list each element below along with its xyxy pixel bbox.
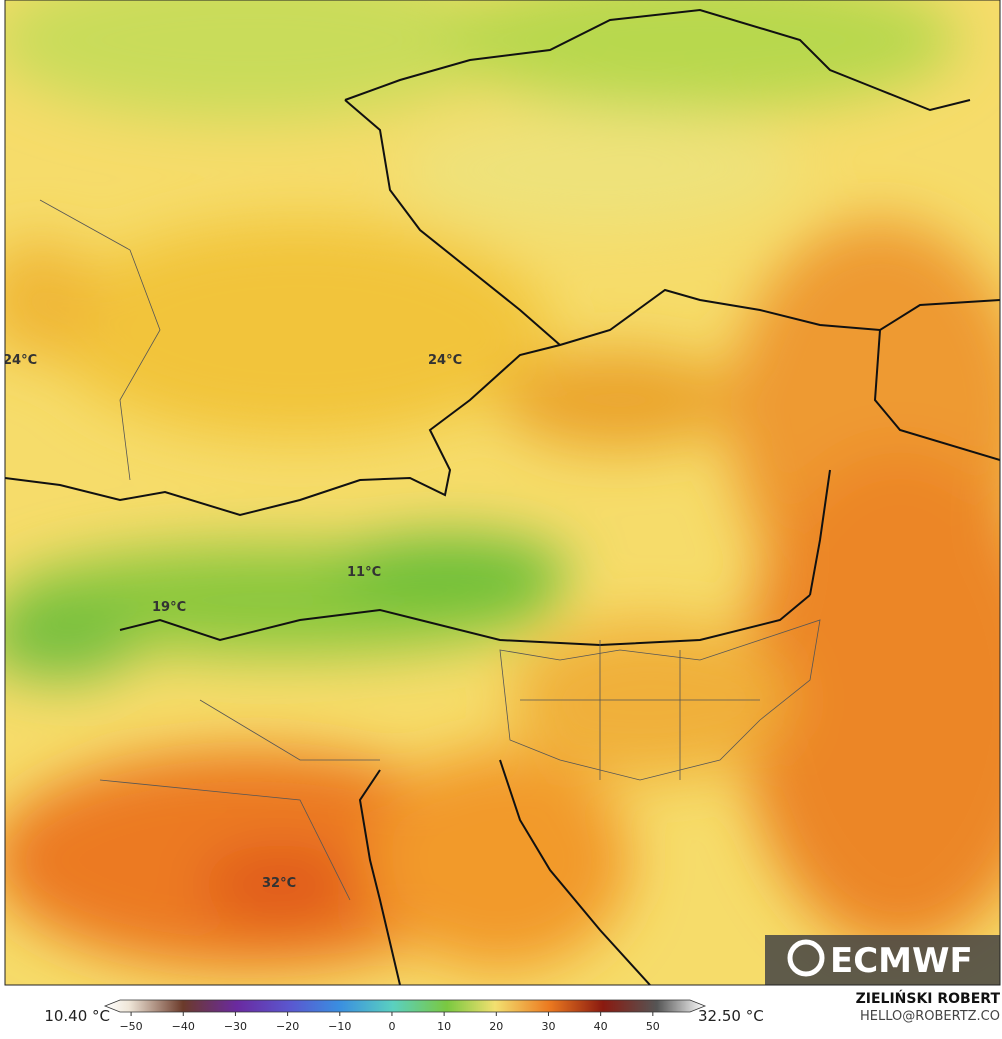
map-label: 19°C: [152, 600, 186, 615]
colorbar-tick-label: 0: [388, 1020, 395, 1033]
colorbar: [103, 999, 707, 1013]
colorbar-tick-label: −10: [328, 1020, 351, 1033]
map-label: 24°C: [3, 353, 37, 368]
map-frame: [4, 0, 1001, 986]
colorbar-tick-label: −20: [276, 1020, 299, 1033]
colorbar-tick-label: 40: [594, 1020, 608, 1033]
colorbar-tick-label: −40: [172, 1020, 195, 1033]
colorbar-max-label: 32.50 °C: [698, 1007, 764, 1025]
logo-icon: [787, 939, 825, 977]
colorbar-tick-label: 30: [541, 1020, 555, 1033]
map-label: 32°C: [262, 876, 296, 891]
map-label: 24°C: [428, 353, 462, 368]
colorbar-tick-label: −50: [119, 1020, 142, 1033]
colorbar-tick-label: 20: [489, 1020, 503, 1033]
colorbar-tick-label: 10: [437, 1020, 451, 1033]
credit-name: ZIELIŃSKI ROBERT: [856, 989, 1001, 1007]
map: 24°C 24°C 11°C 19°C 32°C ECMWF: [3, 0, 1000, 985]
map-label: 11°C: [347, 565, 381, 580]
colorbar-tick-label: −30: [224, 1020, 247, 1033]
colorbar-min-label: 10.40 °C: [44, 1007, 110, 1025]
logo-text: ECMWF: [830, 941, 973, 981]
colorbar-tick-label: 50: [646, 1020, 660, 1033]
credit-email: HELLO@ROBERTZ.CO: [860, 1009, 1000, 1024]
